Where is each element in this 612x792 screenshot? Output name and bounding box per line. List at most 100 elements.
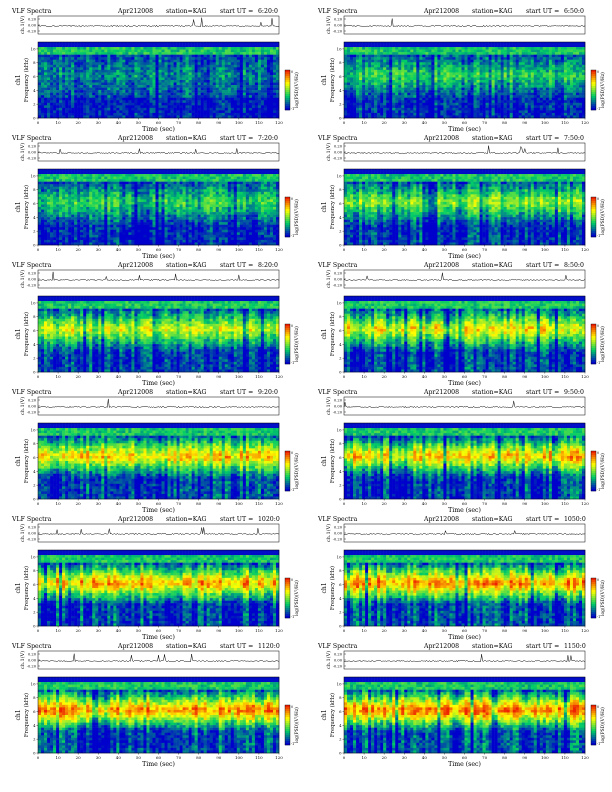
heatmap-cell — [461, 74, 465, 78]
heatmap-cell — [74, 62, 78, 66]
heatmap-cell — [530, 100, 535, 104]
heatmap-cell — [86, 80, 90, 83]
heatmap-cell — [110, 105, 114, 109]
heatmap-cell — [395, 47, 399, 50]
heatmap-cell — [461, 47, 465, 50]
heatmap-cell — [443, 54, 447, 58]
heatmap-cell — [413, 105, 417, 109]
heatmap-cell — [89, 110, 93, 114]
heatmap-cell — [122, 97, 126, 101]
heatmap-cell — [476, 115, 480, 119]
heatmap-cell — [212, 80, 216, 83]
heatmap-cell — [248, 72, 253, 76]
heatmap-cell — [41, 72, 45, 76]
trace-tick-label: 0.00 — [334, 24, 343, 28]
heatmap-cell — [437, 97, 441, 101]
heatmap-cell — [104, 77, 108, 81]
heatmap-cell — [113, 100, 117, 104]
heatmap-cell — [206, 90, 210, 93]
heatmap-cell — [215, 42, 219, 45]
heatmap-cell — [350, 80, 354, 83]
heatmap-cell — [479, 69, 483, 73]
heatmap-cell — [38, 85, 42, 88]
x-tick-label: 90 — [522, 120, 528, 125]
heatmap-cell — [530, 64, 535, 68]
heatmap-cell — [536, 85, 541, 88]
heatmap-cell — [500, 95, 504, 98]
heatmap-cell — [434, 102, 438, 106]
heatmap-cell — [383, 85, 387, 88]
heatmap-cell — [503, 107, 507, 111]
heatmap-cell — [62, 110, 66, 114]
heatmap-cell — [47, 54, 51, 58]
heatmap-cell — [371, 72, 375, 76]
heatmap-cell — [452, 62, 456, 66]
heatmap-cell — [452, 107, 456, 111]
heatmap-cell — [536, 44, 541, 48]
heatmap-cell — [104, 44, 108, 48]
heatmap-cell — [365, 85, 369, 88]
heatmap-cell — [539, 74, 544, 78]
heatmap-cell — [356, 105, 360, 109]
heatmap-cell — [512, 90, 516, 93]
heatmap-cell — [533, 90, 538, 93]
heatmap-cell — [581, 85, 586, 88]
heatmap-cell — [104, 64, 108, 68]
heatmap-cell — [254, 59, 259, 63]
heatmap-cell — [203, 110, 207, 114]
heatmap-cell — [191, 115, 195, 119]
heatmap-cell — [116, 77, 120, 81]
heatmap-cell — [545, 47, 550, 50]
heatmap-cell — [344, 49, 348, 53]
heatmap-cell — [248, 102, 253, 106]
heatmap-cell — [62, 82, 66, 86]
heatmap-cell — [377, 44, 381, 48]
heatmap-cell — [209, 92, 213, 96]
heatmap-cell — [155, 52, 159, 55]
heatmap-cell — [77, 67, 81, 71]
heatmap-cell — [356, 64, 360, 68]
heatmap-cell — [158, 112, 162, 116]
heatmap-cell — [158, 69, 162, 73]
heatmap-cell — [401, 97, 405, 101]
heatmap-cell — [71, 107, 75, 111]
heatmap-cell — [536, 67, 541, 71]
y-tick-label: 2 — [339, 102, 342, 107]
heatmap-cell — [218, 69, 223, 73]
heatmap-cell — [536, 59, 541, 63]
heatmap-cell — [389, 42, 393, 45]
heatmap-cell — [98, 95, 102, 98]
heatmap-cell — [86, 67, 90, 71]
heatmap-cell — [152, 110, 156, 114]
heatmap-cell — [500, 97, 504, 101]
heatmap-cell — [107, 54, 111, 58]
heatmap-cell — [50, 54, 54, 58]
heatmap-cell — [56, 97, 60, 101]
heatmap-cell — [461, 102, 465, 106]
heatmap-cell — [506, 115, 510, 119]
heatmap-cell — [191, 95, 195, 98]
heatmap-cell — [71, 169, 75, 172]
heatmap-cell — [143, 54, 147, 58]
heatmap-cell — [38, 59, 42, 63]
heatmap-cell — [476, 95, 480, 98]
heatmap-cell — [356, 72, 360, 76]
heatmap-cell — [89, 42, 93, 45]
heatmap-cell — [395, 80, 399, 83]
heatmap-cell — [173, 74, 177, 78]
heatmap-cell — [146, 59, 150, 63]
heatmap-cell — [446, 62, 450, 66]
heatmap-cell — [422, 110, 426, 114]
heatmap-cell — [380, 54, 384, 58]
heatmap-cell — [467, 107, 471, 111]
heatmap-cell — [122, 112, 126, 116]
heatmap-cell — [374, 44, 378, 48]
heatmap-cell — [488, 82, 492, 86]
heatmap-cell — [86, 115, 90, 119]
heatmap-cell — [581, 72, 586, 76]
heatmap-cell — [359, 82, 363, 86]
heatmap-cell — [263, 102, 268, 106]
heatmap-cell — [164, 80, 168, 83]
heatmap-cell — [197, 47, 201, 50]
heatmap-cell — [98, 97, 102, 101]
